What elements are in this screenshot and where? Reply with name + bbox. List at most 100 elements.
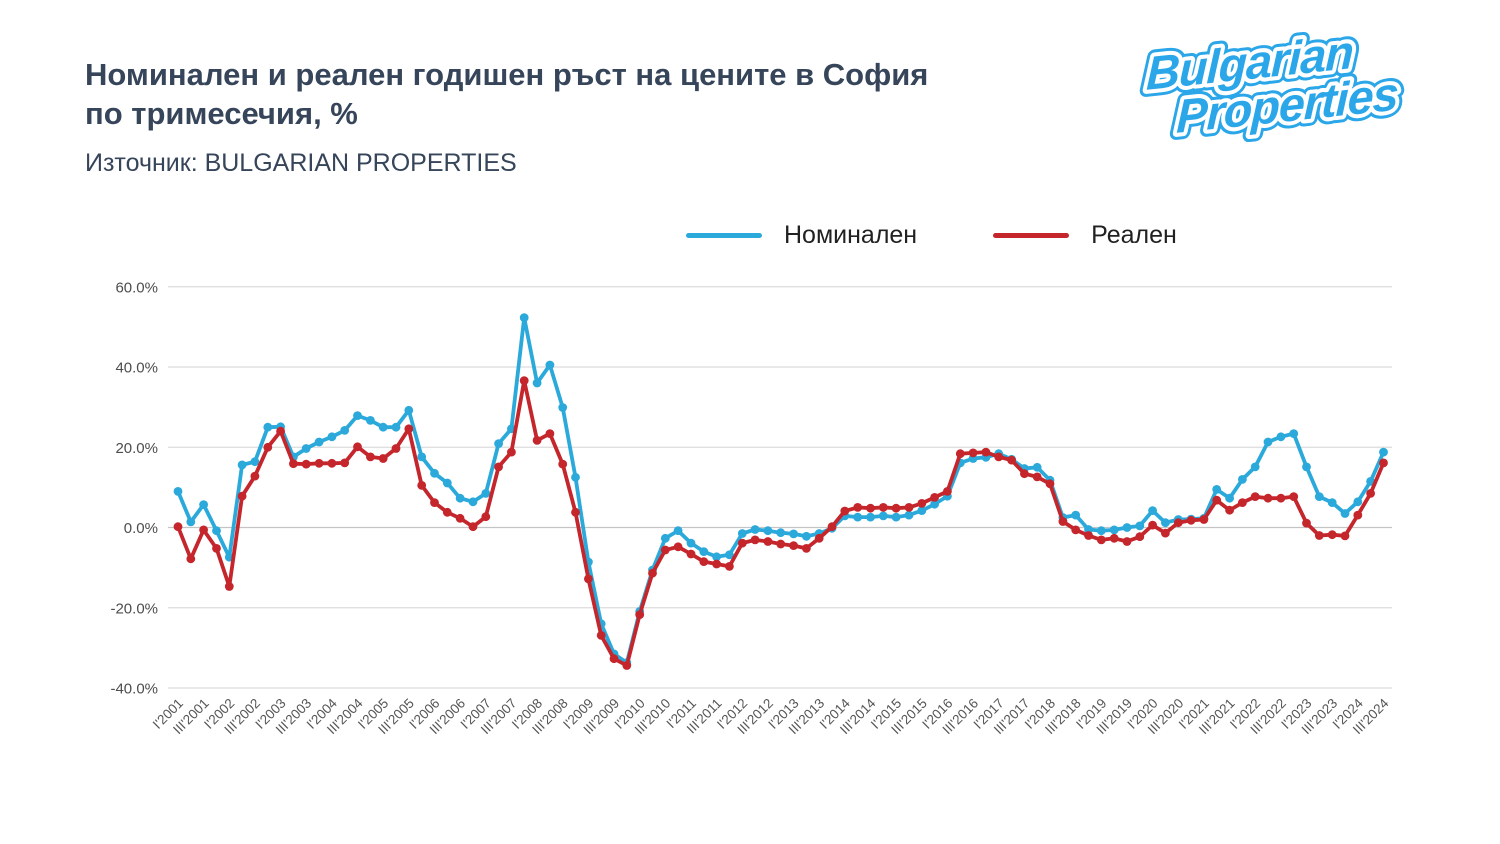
data-point-real [430, 498, 439, 507]
legend-item-real: Реален [993, 221, 1177, 250]
data-point-nominal [430, 468, 439, 478]
data-point-real [212, 544, 221, 553]
data-point-nominal [314, 437, 324, 447]
data-point-real [1007, 455, 1016, 465]
data-point-real [789, 541, 798, 550]
data-point-nominal [1327, 498, 1337, 507]
data-point-nominal [891, 512, 901, 522]
data-point-real [1161, 528, 1170, 538]
data-point-real [417, 481, 427, 490]
data-point-nominal [327, 432, 337, 442]
data-point-real [712, 559, 721, 569]
y-tick-label: 40.0% [115, 360, 158, 377]
data-point-real [1289, 492, 1299, 501]
data-point-real [1225, 505, 1234, 515]
data-point-real [1186, 515, 1196, 525]
data-point-real [366, 452, 375, 462]
page-title-line2: по тримесечия, % [85, 96, 358, 131]
data-point-real [1173, 518, 1183, 528]
data-point-real [1135, 532, 1145, 542]
data-point-nominal [545, 360, 555, 370]
data-point-real [314, 458, 324, 468]
data-point-nominal [1250, 462, 1260, 472]
data-point-real [173, 522, 183, 532]
series-line-nominal [176, 315, 1386, 665]
data-point-real [994, 452, 1004, 462]
data-point-nominal [673, 526, 683, 536]
data-point-nominal [481, 489, 491, 498]
data-point-nominal [712, 552, 721, 562]
data-point-real [519, 376, 529, 385]
data-point-real [596, 631, 606, 640]
data-point-real [327, 458, 337, 468]
data-point-real [584, 574, 593, 584]
data-point-real [891, 503, 901, 513]
data-point-real [199, 525, 209, 535]
data-point-nominal [1289, 429, 1299, 438]
data-point-real [263, 442, 273, 452]
data-point-real [1238, 498, 1247, 507]
data-point-real [686, 549, 696, 559]
data-point-real [1379, 458, 1388, 468]
data-point-real [237, 491, 247, 501]
data-point-nominal [878, 511, 888, 521]
data-point-nominal [519, 313, 529, 322]
data-point-real [1096, 535, 1106, 545]
data-point-real [494, 462, 503, 472]
data-point-real [1032, 472, 1042, 482]
data-point-nominal [853, 512, 863, 522]
data-point-real [1314, 531, 1324, 540]
data-point-nominal [212, 526, 221, 536]
data-point-real [1327, 530, 1337, 540]
data-point-nominal [186, 517, 196, 527]
data-point-real [1071, 525, 1081, 535]
data-point-nominal [1148, 506, 1157, 515]
data-point-real [532, 436, 542, 445]
company-logo: Bulgarian Properties Bulgarian Propertie… [1138, 19, 1405, 151]
data-point-nominal [866, 512, 875, 522]
data-point-real [904, 503, 914, 512]
data-point-nominal [340, 426, 350, 435]
data-point-nominal [455, 493, 465, 503]
data-point-nominal [391, 422, 401, 432]
data-point-real [981, 447, 991, 457]
data-point-nominal [173, 487, 183, 496]
data-point-nominal [1340, 509, 1350, 518]
y-tick-label: 60.0% [115, 279, 158, 296]
legend-label-real: Реален [1091, 221, 1177, 249]
data-point-nominal [353, 411, 362, 420]
data-point-real [1250, 492, 1260, 501]
data-point-real [1353, 510, 1363, 520]
data-point-real [1366, 489, 1375, 498]
data-point-real [737, 538, 747, 548]
data-point-nominal [1032, 462, 1042, 472]
data-point-real [955, 449, 965, 459]
data-point-real [1058, 517, 1068, 526]
data-point-nominal [917, 506, 927, 515]
data-point-nominal [468, 497, 478, 507]
data-point-nominal [199, 500, 209, 509]
data-point-nominal [725, 550, 734, 560]
data-point-nominal [417, 452, 427, 462]
legend-label-nominal: Номинален [784, 221, 918, 249]
data-point-nominal [1109, 525, 1119, 535]
data-point-real [622, 661, 632, 670]
data-point-nominal [1263, 437, 1273, 447]
data-point-nominal [532, 378, 542, 388]
data-point-nominal [750, 525, 760, 534]
data-point-real [814, 533, 824, 543]
data-point-real [648, 568, 657, 578]
data-point-real [878, 503, 888, 512]
data-point-nominal [250, 457, 260, 467]
data-point-real [1212, 495, 1222, 505]
source-label: Източник: BULGARIAN PROPERTIES [85, 149, 517, 177]
data-point-real [289, 459, 298, 469]
data-point-real [776, 539, 786, 549]
nominal-line-swatch [686, 233, 762, 238]
data-point-real [545, 429, 555, 438]
data-point-real [802, 544, 811, 553]
data-point-real [866, 503, 875, 513]
data-point-real [917, 499, 927, 508]
